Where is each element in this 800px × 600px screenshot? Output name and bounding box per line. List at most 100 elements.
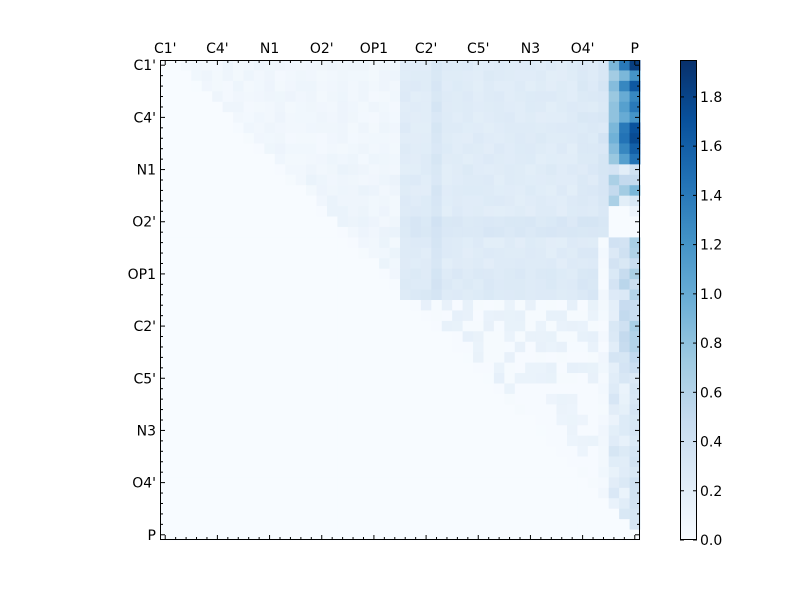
heatmap-cell	[546, 143, 557, 155]
heatmap-cell	[326, 143, 338, 155]
heatmap-cell	[577, 122, 589, 134]
heatmap-cell	[514, 404, 526, 416]
heatmap-cell	[170, 268, 182, 280]
heatmap-cell	[452, 435, 464, 447]
heatmap-cell	[180, 174, 192, 186]
heatmap-cell	[347, 404, 359, 416]
heatmap-cell	[504, 331, 516, 343]
heatmap-cell	[546, 289, 557, 301]
heatmap-cell	[410, 373, 422, 384]
heatmap-cell	[608, 279, 620, 290]
heatmap-cell	[410, 529, 422, 541]
heatmap-cell	[253, 425, 265, 437]
heatmap-cell	[358, 519, 370, 530]
heatmap-cell	[233, 185, 244, 197]
heatmap-cell	[598, 185, 610, 197]
heatmap-cell	[629, 258, 641, 270]
heatmap-cell	[556, 237, 568, 249]
heatmap-cell	[556, 477, 568, 489]
heatmap-cell	[243, 289, 255, 301]
heatmap-cell	[326, 226, 338, 238]
heatmap-cell	[546, 508, 557, 520]
heatmap-cell	[525, 216, 537, 228]
heatmap-cell	[473, 529, 484, 541]
heatmap-cell	[462, 247, 474, 259]
heatmap-cell	[337, 352, 349, 364]
heatmap-cell	[285, 300, 297, 311]
heatmap-cell	[295, 508, 307, 520]
heatmap-cell	[608, 268, 620, 280]
heatmap-cell	[201, 185, 213, 197]
heatmap-cell	[431, 185, 443, 197]
heatmap-cell	[222, 206, 234, 217]
heatmap-cell	[629, 133, 641, 144]
heatmap-cell	[201, 174, 213, 186]
heatmap-cell	[222, 247, 234, 259]
heatmap-cell	[546, 112, 557, 124]
heatmap-cell	[441, 258, 453, 270]
heatmap-cell	[326, 341, 338, 353]
heatmap-cell	[212, 289, 224, 301]
heatmap-cell	[285, 414, 297, 426]
heatmap-cell	[160, 60, 171, 71]
heatmap-cell	[243, 91, 255, 103]
heatmap-cell	[556, 435, 568, 447]
heatmap-cell	[347, 216, 359, 228]
y-tick-label: C2'	[133, 319, 156, 335]
heatmap-cell	[598, 101, 610, 113]
heatmap-cell	[295, 206, 307, 217]
heatmap-cell	[316, 174, 328, 186]
heatmap-cell	[379, 91, 390, 103]
heatmap-cell	[535, 247, 547, 259]
x-tick-label: P	[631, 41, 639, 57]
heatmap-cell	[556, 60, 568, 71]
heatmap-cell	[191, 383, 203, 395]
heatmap-cell	[347, 529, 359, 541]
heatmap-cell	[389, 153, 401, 165]
heatmap-cell	[556, 393, 568, 405]
heatmap-cell	[316, 373, 328, 384]
heatmap-cell	[483, 331, 495, 343]
heatmap-cell	[233, 373, 244, 384]
heatmap-cell	[368, 80, 380, 92]
heatmap-cell	[608, 91, 620, 103]
heatmap-cell	[306, 185, 317, 197]
heatmap-cell	[160, 153, 171, 165]
heatmap-cell	[441, 247, 453, 259]
heatmap-cell	[629, 519, 641, 530]
heatmap-cell	[337, 60, 349, 71]
heatmap-cell	[316, 466, 328, 478]
heatmap-cell	[389, 498, 401, 510]
heatmap-cell	[420, 477, 432, 489]
heatmap-cell	[587, 185, 599, 197]
heatmap-cell	[326, 393, 338, 405]
heatmap-cell	[212, 331, 224, 343]
heatmap-cell	[191, 258, 203, 270]
heatmap-cell	[598, 373, 610, 384]
heatmap-cell	[598, 174, 610, 186]
heatmap-cell	[243, 362, 255, 374]
heatmap-cell	[337, 226, 349, 238]
heatmap-cell	[483, 477, 495, 489]
heatmap-cell	[180, 268, 192, 280]
heatmap-cell	[306, 70, 317, 82]
heatmap-cell	[535, 289, 547, 301]
heatmap-cell	[473, 237, 484, 249]
heatmap-cell	[431, 508, 443, 520]
heatmap-cell	[222, 91, 234, 103]
heatmap-cell	[347, 435, 359, 447]
heatmap-cell	[243, 237, 255, 249]
heatmap-cell	[160, 101, 171, 113]
heatmap-cell	[379, 487, 390, 499]
heatmap-cell	[191, 216, 203, 228]
heatmap-cell	[431, 383, 443, 395]
heatmap-cell	[389, 216, 401, 228]
heatmap-cell	[170, 435, 182, 447]
heatmap-cell	[566, 185, 578, 197]
heatmap-cell	[358, 101, 370, 113]
heatmap-cell	[441, 216, 453, 228]
heatmap-cell	[326, 153, 338, 165]
heatmap-cell	[546, 362, 557, 374]
heatmap-cell	[180, 341, 192, 353]
heatmap-cell	[368, 393, 380, 405]
